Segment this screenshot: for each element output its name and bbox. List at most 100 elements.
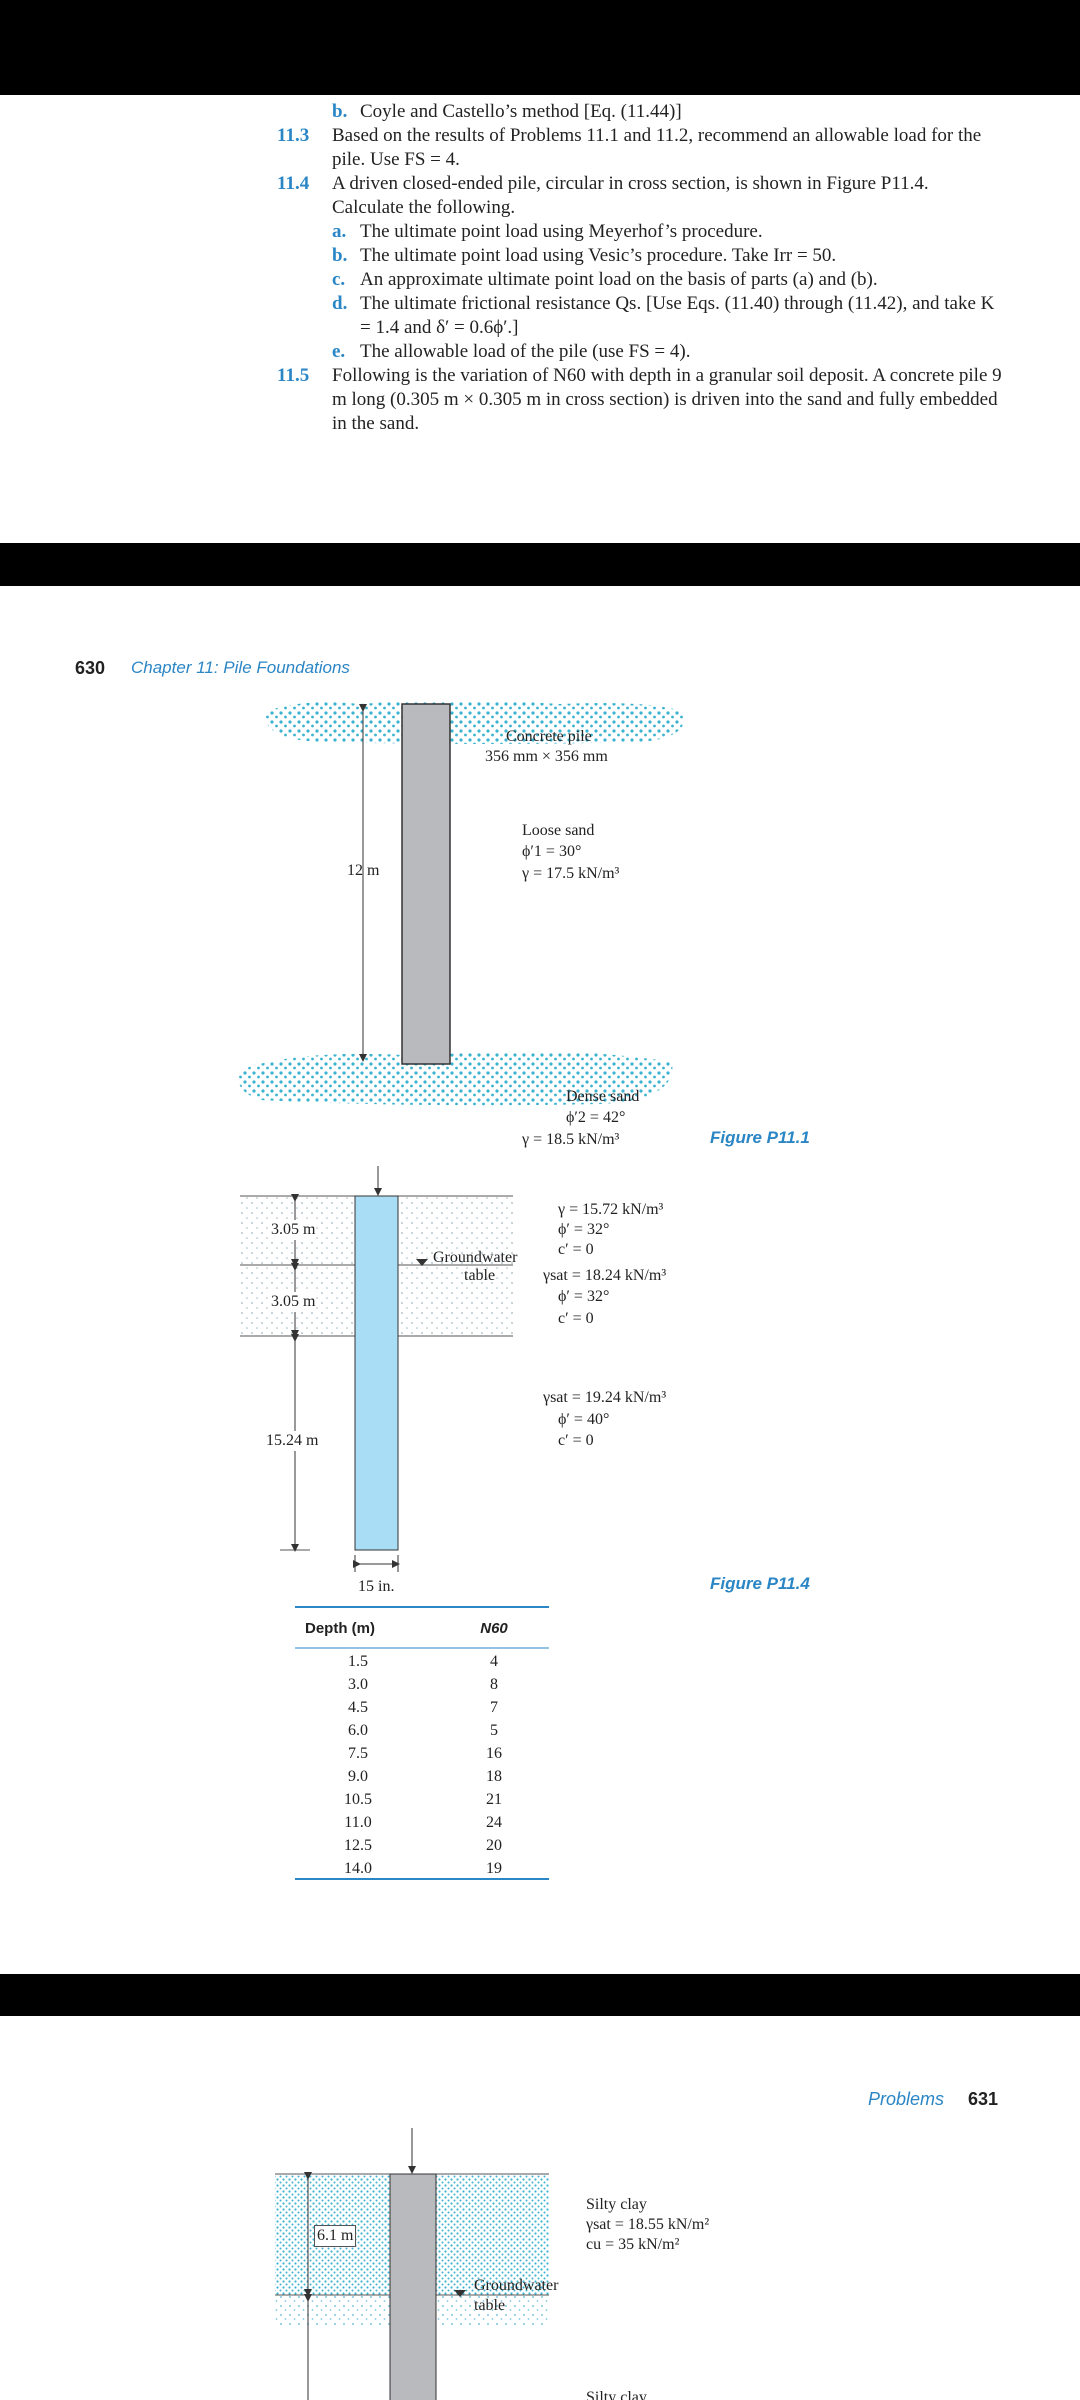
- figure-group: [275, 2128, 549, 2400]
- item-label: d.: [332, 293, 348, 314]
- label: Groundwater: [433, 1249, 518, 1266]
- figure: [275, 2128, 549, 2400]
- label: γ = 18.5 kN/m³: [522, 1131, 620, 1148]
- label: Loose sand: [522, 822, 595, 839]
- sand-layer: [264, 700, 685, 744]
- table-row: 14.0 19: [295, 1860, 549, 1883]
- table-row: 10.5 21: [295, 1791, 549, 1814]
- table-row: 7.5 16: [295, 1745, 549, 1768]
- table-row: 11.0 24: [295, 1814, 549, 1837]
- problem-list: b. Coyle and Castello’s method [Eq. (11.…: [277, 100, 1002, 436]
- item: b. The ultimate point load using Vesic’s …: [332, 244, 1002, 268]
- table-cell: 18: [486, 1768, 502, 1785]
- table-cell: 4: [490, 1653, 498, 1670]
- table-cell: 16: [486, 1745, 502, 1762]
- label: Groundwater: [474, 2277, 559, 2294]
- figure-caption: Figure P11.4: [710, 1574, 810, 1593]
- problem: 11.5 Following is the variation of N60 wi…: [277, 364, 1002, 436]
- page-1: b. Coyle and Castello’s method [Eq. (11.…: [0, 95, 1080, 543]
- label: 12 m: [347, 862, 380, 879]
- problem-number: 11.5: [277, 365, 310, 386]
- problem-text: A driven closed-ended pile, circular in …: [332, 173, 929, 218]
- table-cell: 3.0: [348, 1676, 368, 1693]
- sand-layer: [238, 1051, 673, 1106]
- figure-p11-4: [240, 1166, 549, 1880]
- item-label: a.: [332, 221, 347, 242]
- page-number: 631: [968, 2089, 999, 2109]
- table-row: 4.5 7: [295, 1699, 549, 1722]
- page-3: Problems 631 6.1 m Silty clay γsat = 18.…: [0, 2016, 1080, 2400]
- item: a. The ultimate point load using Meyerhof…: [332, 220, 1002, 244]
- item-text: The ultimate frictional resistance Qs. […: [360, 293, 995, 338]
- label: 15 in.: [358, 1578, 395, 1595]
- prev-item: b. Coyle and Castello’s method [Eq. (11.…: [277, 100, 1002, 124]
- problem: 11.4 A driven closed-ended pile, circular…: [277, 172, 1002, 364]
- pile: [389, 2173, 437, 2400]
- label: 3.05 m: [271, 1292, 316, 1312]
- label: Silty clay: [586, 2389, 647, 2400]
- label: γ = 17.5 kN/m³: [522, 865, 620, 882]
- label: Silty clay: [586, 2196, 647, 2213]
- figure-caption: Figure P11.1: [710, 1128, 810, 1147]
- header-cell: N60: [480, 1620, 508, 1637]
- label: cu = 35 kN/m²: [586, 2236, 680, 2253]
- table-cell: 11.0: [344, 1814, 372, 1831]
- item: c. An approximate ultimate point load on …: [332, 268, 1002, 292]
- label: Concrete pile: [506, 728, 592, 745]
- label: ϕ′2 = 42°: [566, 1109, 626, 1126]
- table-cell: 4.5: [348, 1699, 368, 1716]
- table-row: 12.5 20: [295, 1837, 549, 1860]
- label: γsat = 18.55 kN/m²: [586, 2216, 710, 2233]
- label: ϕ′ = 40°: [558, 1411, 610, 1428]
- table-cell: 14.0: [344, 1860, 372, 1877]
- table-row: 6.0 5: [295, 1722, 549, 1745]
- chapter-title: Chapter 11: Pile Foundations: [131, 658, 350, 677]
- table-header: Depth (m) N60: [295, 1607, 549, 1648]
- item-text: The ultimate point load using Vesic’s pr…: [360, 245, 837, 266]
- figures: [238, 700, 685, 1880]
- table-body: 1.5 4 3.0 8 4.5 7 6.0 5 7.5 16 9.0 18 10.5 21 11.0 24 12…: [295, 1648, 549, 1883]
- item-text: Coyle and Castello’s method [Eq. (11.44)…: [360, 101, 682, 122]
- label: ϕ′1 = 30°: [522, 843, 582, 860]
- item-text: An approximate ultimate point load on th…: [360, 269, 878, 290]
- label: table: [474, 2297, 506, 2314]
- problem-number: 11.3: [277, 125, 310, 146]
- item: e. The allowable load of the pile (use FS…: [332, 340, 1002, 364]
- table-cell: 19: [486, 1860, 502, 1877]
- page-number: 630: [75, 658, 106, 678]
- label: 15.24 m: [266, 1431, 319, 1451]
- item-label: e.: [332, 341, 346, 362]
- table-cell: 7.5: [348, 1745, 368, 1762]
- table: Depth (m) N60 1.5 4 3.0 8 4.5 7 6.0 5 7.5 16 9.0 18…: [295, 1607, 549, 1883]
- pile: [354, 1195, 399, 1551]
- item-text: The allowable load of the pile (use FS =…: [360, 341, 691, 362]
- table-cell: 9.0: [348, 1768, 368, 1785]
- table-cell: 8: [490, 1676, 498, 1693]
- table-cell: 12.5: [344, 1837, 372, 1854]
- header-cell: Depth (m): [305, 1620, 375, 1637]
- table-row: 1.5 4: [295, 1653, 549, 1676]
- table-row: 9.0 18: [295, 1768, 549, 1791]
- label: Dense sand: [566, 1088, 640, 1105]
- figure-p11-1: [238, 700, 685, 1106]
- table-row: 3.0 8: [295, 1676, 549, 1699]
- table-cell: 21: [486, 1791, 502, 1808]
- label: γsat = 18.24 kN/m³: [543, 1267, 667, 1284]
- problem-number: 11.4: [277, 173, 310, 194]
- table-cell: 20: [486, 1837, 502, 1854]
- water-symbol: [454, 2290, 466, 2297]
- label: ϕ′ = 32°: [558, 1288, 610, 1305]
- item-label: c.: [332, 269, 346, 290]
- item-label: b.: [332, 245, 348, 266]
- table-cell: 24: [486, 1814, 502, 1831]
- page-2: 630 Chapter 11: Pile Foundations Concret…: [0, 586, 1080, 1974]
- item: d. The ultimate frictional resistance Qs.…: [332, 292, 1002, 340]
- label: table: [464, 1267, 496, 1284]
- label: c′ = 0: [558, 1432, 594, 1449]
- water-symbol: [416, 1259, 428, 1266]
- label: c′ = 0: [558, 1310, 594, 1327]
- header-title: Problems: [868, 2089, 945, 2109]
